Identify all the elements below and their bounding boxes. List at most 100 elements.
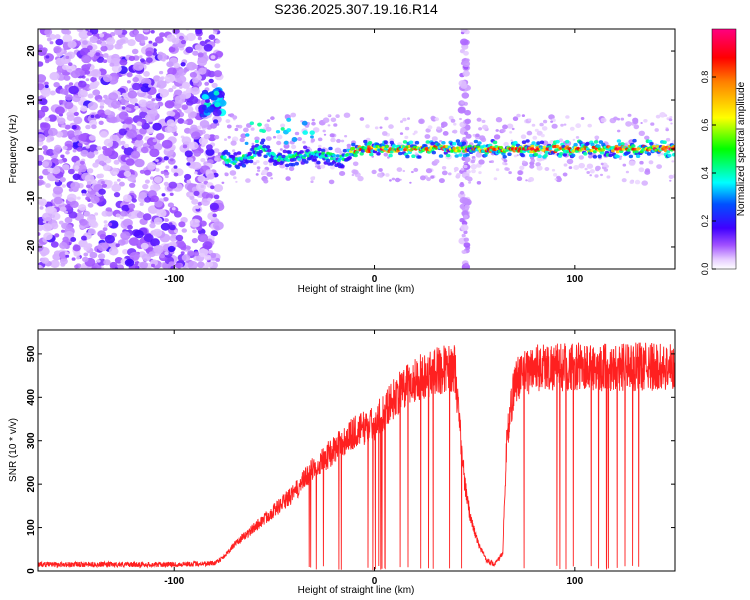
spectrogram-cell bbox=[286, 117, 292, 122]
spectrogram-cell bbox=[300, 161, 305, 165]
spectrogram-cell bbox=[106, 211, 113, 217]
spectrogram-cell bbox=[261, 169, 269, 175]
spectrogram-cell bbox=[657, 153, 661, 157]
spectrogram-cell bbox=[122, 194, 132, 202]
spectrogram-cell bbox=[645, 168, 650, 173]
spectrogram-cell bbox=[186, 162, 191, 166]
spectrogram-cell bbox=[213, 119, 219, 124]
spectrogram-cell bbox=[59, 206, 67, 212]
spectrogram-cell bbox=[88, 32, 92, 36]
spectrogram-cell bbox=[388, 124, 394, 129]
spectrogram-cell bbox=[418, 118, 425, 125]
spectrogram-cell bbox=[275, 130, 281, 134]
spectrogram-cell bbox=[224, 138, 227, 141]
spectrogram-cell bbox=[312, 127, 320, 133]
spectrogram-cell bbox=[244, 141, 249, 145]
spectrogram-cell bbox=[608, 153, 613, 158]
spectrogram-cell bbox=[464, 204, 470, 210]
spectrogram-cell bbox=[665, 137, 671, 142]
spectrogram-cell bbox=[212, 213, 217, 218]
spectrogram-cell bbox=[572, 138, 576, 141]
spectrogram-cell bbox=[441, 170, 448, 176]
spectrogram-cell bbox=[553, 173, 558, 177]
spectrogram-cell bbox=[106, 37, 116, 46]
spectrogram-cell bbox=[97, 109, 106, 116]
spectrogram-cell bbox=[149, 102, 160, 111]
y-tick-label: 500 bbox=[26, 345, 37, 362]
spectrogram-cell bbox=[156, 209, 167, 218]
spectrogram-cell bbox=[506, 123, 514, 129]
spectrogram-cell bbox=[64, 216, 73, 224]
spectrogram-cell bbox=[468, 181, 472, 184]
spectrogram-cell bbox=[347, 156, 352, 160]
spectrogram-cell bbox=[493, 177, 498, 181]
y-tick-label: 0 bbox=[26, 568, 37, 574]
spectrogram-cell bbox=[227, 135, 231, 139]
spectrogram-cell bbox=[221, 181, 225, 184]
spectrogram-cell bbox=[91, 266, 97, 269]
spectrogram-cell bbox=[150, 195, 159, 203]
spectrogram-cell bbox=[127, 224, 133, 230]
spectrogram-cell bbox=[596, 144, 601, 148]
spectrogram-cell bbox=[339, 150, 343, 154]
spectrogram-cell bbox=[482, 144, 487, 148]
spectrogram-cell bbox=[38, 154, 44, 162]
spectrogram-cell bbox=[191, 198, 199, 205]
spectrogram-cell bbox=[140, 39, 146, 44]
spectrogram-cell bbox=[70, 181, 81, 190]
spectrogram-cell bbox=[193, 150, 202, 157]
spectrogram-cell bbox=[580, 117, 585, 120]
spectrogram-cell bbox=[536, 165, 543, 171]
spectrogram-cell bbox=[595, 167, 600, 172]
spectrogram-cell bbox=[385, 144, 389, 149]
spectrogram-cell bbox=[50, 259, 60, 268]
spectrogram-cell bbox=[120, 231, 131, 241]
spectrogram-cell bbox=[462, 60, 471, 68]
spectrogram-cell bbox=[128, 55, 136, 62]
spectrogram-cell bbox=[495, 168, 500, 172]
spectrogram-cell bbox=[335, 154, 340, 158]
spectrogram-cell bbox=[99, 105, 105, 109]
spectrogram-cell bbox=[210, 185, 215, 190]
spectrogram-cell bbox=[492, 140, 498, 145]
spectrogram-cell bbox=[248, 159, 254, 164]
spectrogram-cell bbox=[119, 215, 124, 220]
spectrogram-cell bbox=[136, 211, 145, 219]
spectrogram-cell bbox=[111, 183, 122, 192]
spectrogram-cell bbox=[263, 154, 268, 159]
spectrogram-cell bbox=[462, 250, 467, 255]
spectrogram-cell bbox=[285, 167, 288, 170]
spectrogram-cell bbox=[149, 148, 160, 158]
spectrogram-cell bbox=[534, 128, 539, 132]
spectrogram-cell bbox=[503, 159, 508, 163]
spectrogram-cell bbox=[64, 124, 71, 130]
spectrogram-cell bbox=[578, 155, 584, 160]
spectrogram-cell bbox=[125, 107, 130, 111]
spectrogram-cell bbox=[152, 138, 157, 143]
spectrogram-cell bbox=[191, 131, 201, 140]
spectrogram-cell bbox=[168, 181, 178, 189]
colorbar-tick-label: 0.6 bbox=[700, 119, 710, 132]
spectrogram-cell bbox=[565, 139, 570, 144]
spectrogram-cell bbox=[659, 112, 666, 118]
spectrogram-cell bbox=[327, 114, 331, 117]
spectrogram-cell bbox=[182, 144, 188, 149]
spectrogram-cell bbox=[446, 153, 451, 158]
spectrogram-cell bbox=[141, 253, 152, 262]
spectrogram-cell bbox=[132, 50, 137, 55]
spectrogram-cell bbox=[140, 146, 149, 154]
spectrogram-cell bbox=[549, 140, 555, 145]
spectrogram-cell bbox=[123, 170, 132, 177]
spectrogram-cell bbox=[460, 224, 469, 232]
spectrogram-cell bbox=[90, 195, 100, 204]
spectrogram-cell bbox=[48, 114, 57, 122]
spectrogram-cell bbox=[603, 168, 609, 172]
spectrogram-cell bbox=[355, 150, 359, 154]
spectrogram-cell bbox=[109, 62, 115, 67]
spectrogram-cell bbox=[44, 84, 49, 89]
spectrogram-cell bbox=[139, 202, 144, 206]
spectrogram-cell bbox=[155, 159, 159, 163]
spectrogram-cell bbox=[304, 160, 309, 164]
spectrogram-cell bbox=[170, 122, 176, 127]
spectrogram-cell bbox=[458, 153, 463, 157]
